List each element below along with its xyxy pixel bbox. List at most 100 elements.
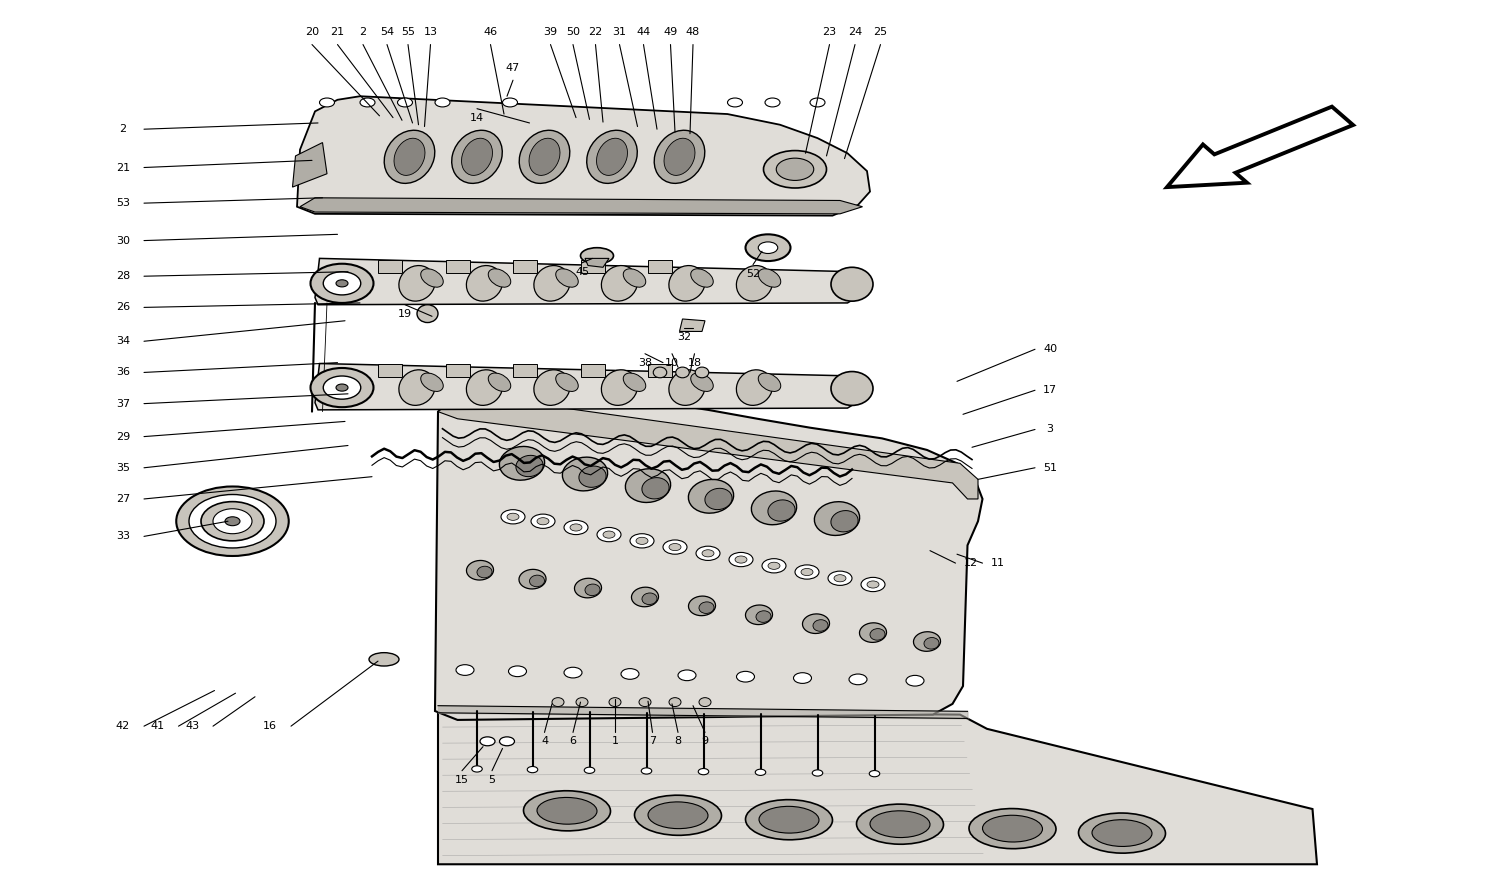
Ellipse shape	[603, 531, 615, 538]
Ellipse shape	[452, 130, 503, 184]
Polygon shape	[580, 260, 604, 273]
Ellipse shape	[813, 770, 824, 776]
Text: 44: 44	[636, 28, 651, 37]
Text: 17: 17	[1042, 385, 1058, 396]
Ellipse shape	[466, 370, 502, 405]
Ellipse shape	[310, 264, 374, 303]
Polygon shape	[680, 319, 705, 331]
Ellipse shape	[531, 514, 555, 528]
Ellipse shape	[675, 367, 688, 378]
Ellipse shape	[831, 372, 873, 405]
Ellipse shape	[729, 552, 753, 567]
Text: 54: 54	[380, 28, 394, 37]
Ellipse shape	[758, 241, 777, 254]
Text: 48: 48	[686, 28, 700, 37]
Ellipse shape	[867, 581, 879, 588]
Polygon shape	[513, 260, 537, 273]
Ellipse shape	[642, 478, 669, 499]
Polygon shape	[378, 260, 402, 273]
Ellipse shape	[642, 768, 651, 774]
Polygon shape	[585, 258, 609, 267]
Ellipse shape	[982, 815, 1042, 842]
Text: 1: 1	[612, 736, 618, 747]
Text: 43: 43	[184, 721, 200, 732]
Ellipse shape	[213, 509, 252, 534]
Ellipse shape	[1092, 820, 1152, 846]
Text: 3: 3	[1047, 424, 1053, 435]
Ellipse shape	[828, 571, 852, 585]
Ellipse shape	[576, 698, 588, 707]
Ellipse shape	[435, 98, 450, 107]
Ellipse shape	[552, 698, 564, 707]
Ellipse shape	[626, 469, 670, 503]
Ellipse shape	[924, 638, 939, 649]
Polygon shape	[648, 364, 672, 377]
Ellipse shape	[471, 765, 483, 772]
Text: 6: 6	[570, 736, 576, 747]
Ellipse shape	[500, 446, 544, 480]
Ellipse shape	[870, 629, 885, 640]
Text: 14: 14	[470, 112, 484, 123]
Text: 29: 29	[116, 431, 130, 442]
Ellipse shape	[324, 376, 360, 399]
Ellipse shape	[765, 98, 780, 107]
Ellipse shape	[488, 373, 512, 391]
Ellipse shape	[663, 540, 687, 554]
Text: 10: 10	[664, 357, 680, 368]
Ellipse shape	[906, 675, 924, 686]
Ellipse shape	[570, 524, 582, 531]
Ellipse shape	[501, 510, 525, 524]
Ellipse shape	[622, 373, 646, 391]
Ellipse shape	[555, 373, 579, 391]
Text: 37: 37	[116, 398, 130, 409]
Text: 33: 33	[116, 531, 130, 542]
Ellipse shape	[914, 632, 940, 651]
Ellipse shape	[762, 559, 786, 573]
Text: 23: 23	[822, 28, 837, 37]
Ellipse shape	[702, 550, 714, 557]
Ellipse shape	[735, 556, 747, 563]
Ellipse shape	[690, 269, 714, 287]
Ellipse shape	[688, 479, 734, 513]
Ellipse shape	[870, 771, 879, 777]
Text: 38: 38	[638, 357, 652, 368]
Text: 53: 53	[116, 198, 130, 208]
Text: 16: 16	[262, 721, 278, 732]
Ellipse shape	[585, 584, 600, 595]
Ellipse shape	[519, 130, 570, 184]
Ellipse shape	[849, 674, 867, 684]
Ellipse shape	[420, 373, 444, 391]
Ellipse shape	[759, 806, 819, 833]
Polygon shape	[648, 260, 672, 273]
Ellipse shape	[602, 370, 638, 405]
Ellipse shape	[394, 138, 424, 176]
Ellipse shape	[736, 266, 772, 301]
Ellipse shape	[664, 138, 694, 176]
Text: 18: 18	[687, 357, 702, 368]
Ellipse shape	[752, 491, 796, 525]
Ellipse shape	[360, 98, 375, 107]
Ellipse shape	[336, 384, 348, 391]
Text: 28: 28	[116, 271, 130, 282]
Ellipse shape	[509, 666, 526, 676]
Text: 51: 51	[1042, 462, 1058, 473]
Text: 46: 46	[483, 28, 498, 37]
Ellipse shape	[746, 605, 772, 625]
Ellipse shape	[636, 537, 648, 544]
Ellipse shape	[621, 668, 639, 679]
Ellipse shape	[462, 138, 492, 176]
Ellipse shape	[420, 269, 444, 287]
Text: 30: 30	[116, 235, 130, 246]
Ellipse shape	[528, 766, 537, 772]
Text: 40: 40	[1042, 344, 1058, 355]
Ellipse shape	[580, 248, 614, 264]
Text: 15: 15	[454, 774, 470, 785]
Ellipse shape	[699, 602, 714, 613]
Ellipse shape	[574, 578, 602, 598]
Text: 2: 2	[360, 28, 366, 37]
Ellipse shape	[728, 98, 742, 107]
Ellipse shape	[810, 98, 825, 107]
Ellipse shape	[336, 280, 348, 287]
Ellipse shape	[399, 370, 435, 405]
Ellipse shape	[698, 769, 708, 775]
